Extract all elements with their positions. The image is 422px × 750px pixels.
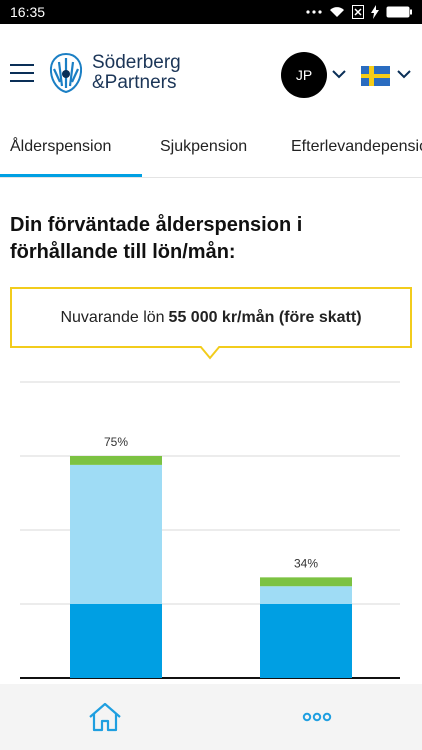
chevron-down-icon[interactable] (331, 68, 347, 80)
app-header: Söderberg &Partners JP (0, 24, 422, 120)
status-time: 16:35 (10, 4, 46, 20)
pension-chart: 75% 34% (20, 381, 400, 679)
bar-segment-2 (260, 586, 352, 604)
pension-tabs: Ålderspension Sjukpension Efterlevandepe… (0, 120, 422, 178)
logo[interactable]: Söderberg &Partners (48, 52, 181, 94)
lion-logo-icon (49, 52, 83, 94)
callout-prefix: Nuvarande lön (60, 308, 165, 326)
language-chevron-down-icon[interactable] (396, 68, 412, 80)
tab-alderspension[interactable]: Ålderspension (10, 138, 112, 155)
wifi-icon (330, 7, 344, 17)
bar-segment-2 (70, 464, 162, 604)
avatar[interactable]: JP (281, 52, 327, 98)
page-heading: Din förväntade ålderspension i förhållan… (10, 214, 303, 263)
salary-callout: Nuvarande lön 55 000 kr/mån (före skatt) (10, 287, 412, 348)
dots-icon (306, 10, 322, 14)
sim-icon (352, 5, 364, 19)
bar-segment-3 (70, 456, 162, 465)
bar-segment-1 (70, 604, 162, 678)
home-icon[interactable] (88, 702, 122, 732)
active-tab-indicator (0, 174, 142, 177)
bar-segment-3 (260, 577, 352, 587)
bar-data-label: 34% (294, 556, 318, 570)
logo-text: Söderberg &Partners (92, 53, 181, 93)
callout-pointer (200, 346, 220, 360)
bar-segment-1 (260, 604, 352, 678)
logo-line-1: Söderberg (92, 52, 181, 73)
more-icon[interactable] (302, 712, 332, 722)
callout-value: 55 000 kr/mån (före skatt) (168, 308, 362, 326)
battery-icon (386, 6, 412, 18)
status-bar: 16:35 (0, 0, 422, 24)
logo-line-2: &Partners (92, 72, 177, 93)
menu-icon[interactable] (10, 64, 34, 84)
tab-efterlevandepension[interactable]: Efterlevandepension (291, 138, 422, 155)
bar-data-label: 75% (104, 435, 128, 449)
tab-sjukpension[interactable]: Sjukpension (160, 138, 248, 155)
sweden-flag-icon[interactable] (361, 66, 390, 86)
status-icons (306, 5, 412, 19)
bolt-icon (371, 5, 379, 19)
bottom-nav (0, 684, 422, 750)
